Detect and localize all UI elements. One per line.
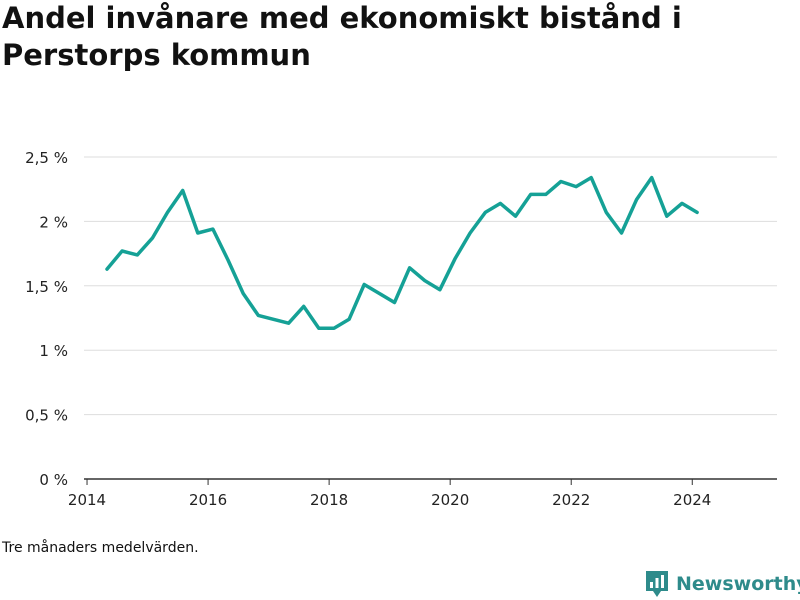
x-axis: 2014 2016 2018 2020 2022 2024 <box>68 478 777 509</box>
x-tick-label: 2024 <box>673 491 711 509</box>
y-tick-label: 2 % <box>39 213 68 231</box>
brand-logo: Newsworthy <box>644 569 800 599</box>
data-series <box>105 175 699 331</box>
x-tick-label: 2018 <box>310 491 348 509</box>
newsworthy-logo-icon <box>646 571 668 597</box>
y-tick-label: 1,5 % <box>25 278 68 296</box>
x-tick-label: 2020 <box>431 491 469 509</box>
y-tick-label: 2,5 % <box>25 149 68 167</box>
x-tick-label: 2022 <box>552 491 590 509</box>
y-tick-label: 0,5 % <box>25 407 68 425</box>
series-line <box>105 175 699 331</box>
footnote: Tre månaders medelvärden. <box>2 540 199 556</box>
brand-name: Newsworthy <box>676 573 800 595</box>
y-tick-label: 1 % <box>39 342 68 360</box>
y-axis-tick-labels: 0 % 0,5 % 1 % 1,5 % 2 % 2,5 % <box>25 149 68 489</box>
x-tick-label: 2016 <box>189 491 227 509</box>
x-tick-label: 2014 <box>68 491 106 509</box>
chart-title: Andel invånare med ekonomiskt bistånd i … <box>2 1 682 72</box>
y-tick-label: 0 % <box>39 471 68 489</box>
